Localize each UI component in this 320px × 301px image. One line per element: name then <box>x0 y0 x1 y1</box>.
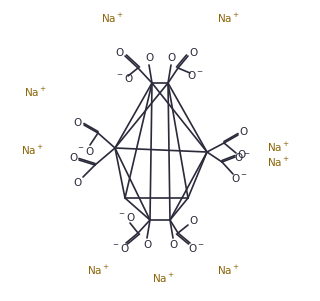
Text: Na$^+$: Na$^+$ <box>23 85 46 98</box>
Text: O: O <box>240 127 248 137</box>
Text: O: O <box>189 216 197 226</box>
Text: Na$^+$: Na$^+$ <box>86 263 109 277</box>
Text: O: O <box>73 178 81 188</box>
Text: O: O <box>116 48 124 58</box>
Text: O: O <box>74 118 82 128</box>
Text: O: O <box>237 150 245 160</box>
Text: Na$^+$: Na$^+$ <box>20 144 44 157</box>
Text: Na$^+$: Na$^+$ <box>267 155 290 169</box>
Text: O$^-$: O$^-$ <box>188 242 204 254</box>
Text: $^-$O: $^-$O <box>110 242 130 254</box>
Text: O: O <box>169 240 177 250</box>
Text: Na$^+$: Na$^+$ <box>100 11 124 25</box>
Text: Na$^+$: Na$^+$ <box>267 141 290 154</box>
Text: Na$^+$: Na$^+$ <box>217 11 239 25</box>
Text: Na$^+$: Na$^+$ <box>217 263 239 277</box>
Text: $^-$O: $^-$O <box>115 72 133 84</box>
Text: Na$^+$: Na$^+$ <box>151 272 174 284</box>
Text: O$^-$: O$^-$ <box>230 172 247 184</box>
Text: $^-$O: $^-$O <box>116 211 135 223</box>
Text: O$^-$: O$^-$ <box>187 69 204 81</box>
Text: O: O <box>167 53 175 63</box>
Text: O$^-$: O$^-$ <box>234 151 251 163</box>
Text: O: O <box>69 153 77 163</box>
Text: O: O <box>190 48 198 58</box>
Text: $^-$O: $^-$O <box>76 145 94 157</box>
Text: O: O <box>143 240 151 250</box>
Text: O: O <box>145 53 153 63</box>
